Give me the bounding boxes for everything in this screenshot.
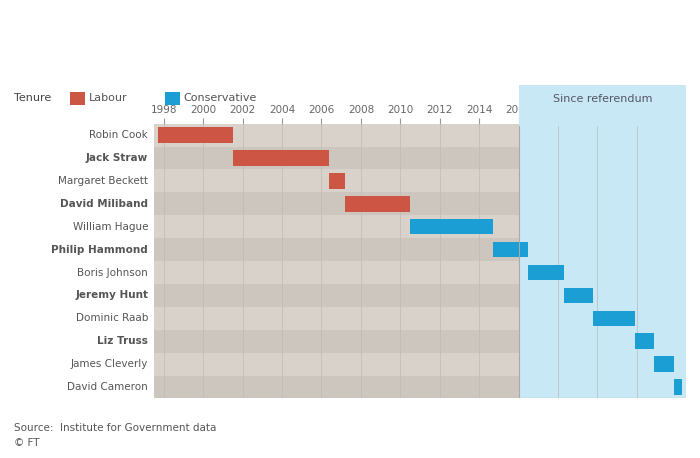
Bar <box>519 238 686 261</box>
Text: James Cleverly: James Cleverly <box>71 359 148 369</box>
Bar <box>519 169 686 192</box>
Text: David Cameron: David Cameron <box>67 382 148 392</box>
Text: Source:  Institute for Government data: Source: Institute for Government data <box>14 423 216 433</box>
Text: Margaret Beckett: Margaret Beckett <box>58 176 148 186</box>
Bar <box>154 376 519 398</box>
Bar <box>519 192 686 215</box>
Bar <box>345 196 410 212</box>
Bar <box>519 147 686 169</box>
Bar <box>154 124 519 147</box>
Text: Jack Straw: Jack Straw <box>86 153 148 163</box>
Text: David Miliband: David Miliband <box>60 199 148 209</box>
Bar <box>519 376 686 398</box>
Bar <box>154 307 519 330</box>
Bar <box>233 150 330 166</box>
Bar <box>519 307 686 330</box>
Text: Boris Johnson: Boris Johnson <box>77 267 148 278</box>
Bar <box>158 127 233 143</box>
Bar <box>674 379 682 395</box>
Text: Tenure: Tenure <box>14 93 51 104</box>
Bar <box>654 356 674 372</box>
Bar <box>410 219 493 234</box>
Bar <box>519 353 686 376</box>
Text: Dominic Raab: Dominic Raab <box>76 313 148 323</box>
Bar <box>594 311 635 326</box>
Bar <box>519 215 686 238</box>
Bar <box>154 353 519 376</box>
Bar <box>519 330 686 353</box>
Bar <box>564 288 594 303</box>
Bar <box>154 238 519 261</box>
Bar <box>154 261 519 284</box>
Text: Robin Cook: Robin Cook <box>90 130 148 140</box>
Text: Conservative: Conservative <box>183 93 257 104</box>
Bar <box>635 333 654 349</box>
Bar <box>519 284 686 307</box>
Bar <box>519 261 686 284</box>
Bar <box>154 215 519 238</box>
Bar <box>154 330 519 353</box>
Text: Liz Truss: Liz Truss <box>97 336 148 346</box>
Bar <box>154 284 519 307</box>
Text: Since referendum: Since referendum <box>552 94 652 104</box>
Text: © FT: © FT <box>14 438 39 448</box>
Bar <box>154 192 519 215</box>
Text: William Hague: William Hague <box>73 222 148 232</box>
Text: Philip Hammond: Philip Hammond <box>51 245 148 255</box>
Text: Labour: Labour <box>89 93 127 104</box>
Bar <box>154 169 519 192</box>
Bar <box>154 147 519 169</box>
Bar <box>330 173 345 189</box>
Bar <box>528 265 564 280</box>
Text: Jeremy Hunt: Jeremy Hunt <box>75 290 148 300</box>
Bar <box>493 242 528 257</box>
Bar <box>519 124 686 147</box>
